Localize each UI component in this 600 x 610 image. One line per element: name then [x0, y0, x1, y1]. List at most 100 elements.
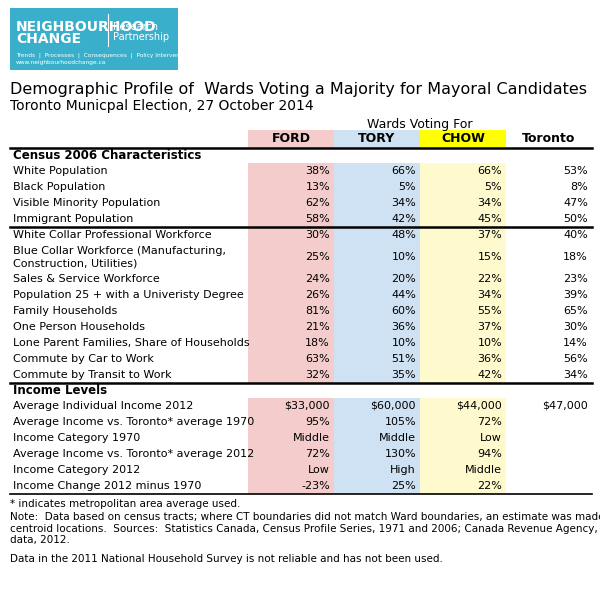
Bar: [420, 303, 506, 319]
Text: NEIGHBOURHOOD: NEIGHBOURHOOD: [16, 20, 157, 34]
Bar: [506, 462, 592, 478]
Text: 50%: 50%: [563, 214, 588, 224]
Text: Income Change 2012 minus 1970: Income Change 2012 minus 1970: [13, 481, 202, 491]
Bar: [334, 414, 420, 430]
Text: 21%: 21%: [305, 322, 330, 332]
Bar: [506, 211, 592, 227]
Text: 51%: 51%: [391, 354, 416, 364]
Text: 15%: 15%: [478, 252, 502, 262]
Text: * indicates metropolitan area average used.: * indicates metropolitan area average us…: [10, 499, 241, 509]
Text: High: High: [390, 465, 416, 475]
Bar: [420, 446, 506, 462]
Text: Partnership: Partnership: [113, 32, 169, 42]
Text: Low: Low: [308, 465, 330, 475]
Text: 13%: 13%: [305, 182, 330, 192]
Bar: [248, 195, 334, 211]
Text: 14%: 14%: [563, 338, 588, 348]
Text: Trends  |  Processes  |  Consequences  |  Policy Interventions: Trends | Processes | Consequences | Poli…: [16, 52, 194, 57]
Bar: [420, 335, 506, 351]
Bar: [334, 351, 420, 367]
Bar: [420, 319, 506, 335]
Bar: [248, 243, 334, 271]
Text: 10%: 10%: [391, 252, 416, 262]
Text: 20%: 20%: [391, 274, 416, 284]
Text: 18%: 18%: [305, 338, 330, 348]
Bar: [420, 367, 506, 383]
Bar: [334, 163, 420, 179]
Bar: [506, 243, 592, 271]
Text: Low: Low: [480, 433, 502, 443]
Text: 34%: 34%: [563, 370, 588, 380]
Bar: [420, 243, 506, 271]
Bar: [506, 367, 592, 383]
Bar: [420, 227, 506, 243]
Bar: [248, 211, 334, 227]
Text: Data in the 2011 National Household Survey is not reliable and has not been used: Data in the 2011 National Household Surv…: [10, 554, 443, 564]
Text: 63%: 63%: [305, 354, 330, 364]
Text: 32%: 32%: [305, 370, 330, 380]
Bar: [506, 227, 592, 243]
Bar: [420, 195, 506, 211]
Bar: [248, 430, 334, 446]
Text: 81%: 81%: [305, 306, 330, 316]
Text: Toronto Municpal Election, 27 October 2014: Toronto Municpal Election, 27 October 20…: [10, 99, 314, 113]
Bar: [248, 398, 334, 414]
Bar: [334, 462, 420, 478]
Text: 24%: 24%: [305, 274, 330, 284]
Text: 30%: 30%: [563, 322, 588, 332]
Text: Middle: Middle: [379, 433, 416, 443]
Text: 38%: 38%: [305, 166, 330, 176]
Bar: [420, 351, 506, 367]
Text: 62%: 62%: [305, 198, 330, 208]
Text: 37%: 37%: [477, 322, 502, 332]
Text: Average Individual Income 2012: Average Individual Income 2012: [13, 401, 193, 411]
Text: Sales & Service Workforce: Sales & Service Workforce: [13, 274, 160, 284]
Text: Wards Voting For: Wards Voting For: [367, 118, 473, 131]
Bar: [334, 227, 420, 243]
Bar: [248, 179, 334, 195]
Text: Note:  Data based on census tracts; where CT boundaries did not match Ward bound: Note: Data based on census tracts; where…: [10, 512, 600, 545]
Text: Income Category 2012: Income Category 2012: [13, 465, 140, 475]
Text: Average Income vs. Toronto* average 2012: Average Income vs. Toronto* average 2012: [13, 449, 254, 459]
Text: 39%: 39%: [563, 290, 588, 300]
Text: CHOW: CHOW: [441, 132, 485, 146]
Bar: [506, 351, 592, 367]
Bar: [420, 287, 506, 303]
Text: 34%: 34%: [391, 198, 416, 208]
Bar: [248, 130, 334, 148]
Bar: [506, 163, 592, 179]
Text: 22%: 22%: [477, 481, 502, 491]
Bar: [506, 195, 592, 211]
Text: 72%: 72%: [305, 449, 330, 459]
Text: 40%: 40%: [563, 230, 588, 240]
Bar: [420, 211, 506, 227]
Text: White Collar Professional Workforce: White Collar Professional Workforce: [13, 230, 212, 240]
Text: 36%: 36%: [391, 322, 416, 332]
Text: Population 25 + with a Univeristy Degree: Population 25 + with a Univeristy Degree: [13, 290, 244, 300]
Text: 37%: 37%: [477, 230, 502, 240]
Bar: [248, 462, 334, 478]
Bar: [334, 130, 420, 148]
Text: 8%: 8%: [570, 182, 588, 192]
Bar: [334, 367, 420, 383]
Bar: [334, 446, 420, 462]
Bar: [10, 8, 178, 70]
Text: 10%: 10%: [391, 338, 416, 348]
Bar: [248, 163, 334, 179]
Bar: [334, 243, 420, 271]
Bar: [248, 271, 334, 287]
Bar: [334, 287, 420, 303]
Bar: [506, 179, 592, 195]
Text: 10%: 10%: [478, 338, 502, 348]
Bar: [248, 227, 334, 243]
Text: CHANGE: CHANGE: [16, 32, 81, 46]
Bar: [420, 163, 506, 179]
Bar: [334, 478, 420, 494]
Bar: [334, 319, 420, 335]
Text: 56%: 56%: [563, 354, 588, 364]
Text: 105%: 105%: [385, 417, 416, 427]
Text: $60,000: $60,000: [371, 401, 416, 411]
Text: 36%: 36%: [478, 354, 502, 364]
Text: 25%: 25%: [391, 481, 416, 491]
Bar: [334, 271, 420, 287]
